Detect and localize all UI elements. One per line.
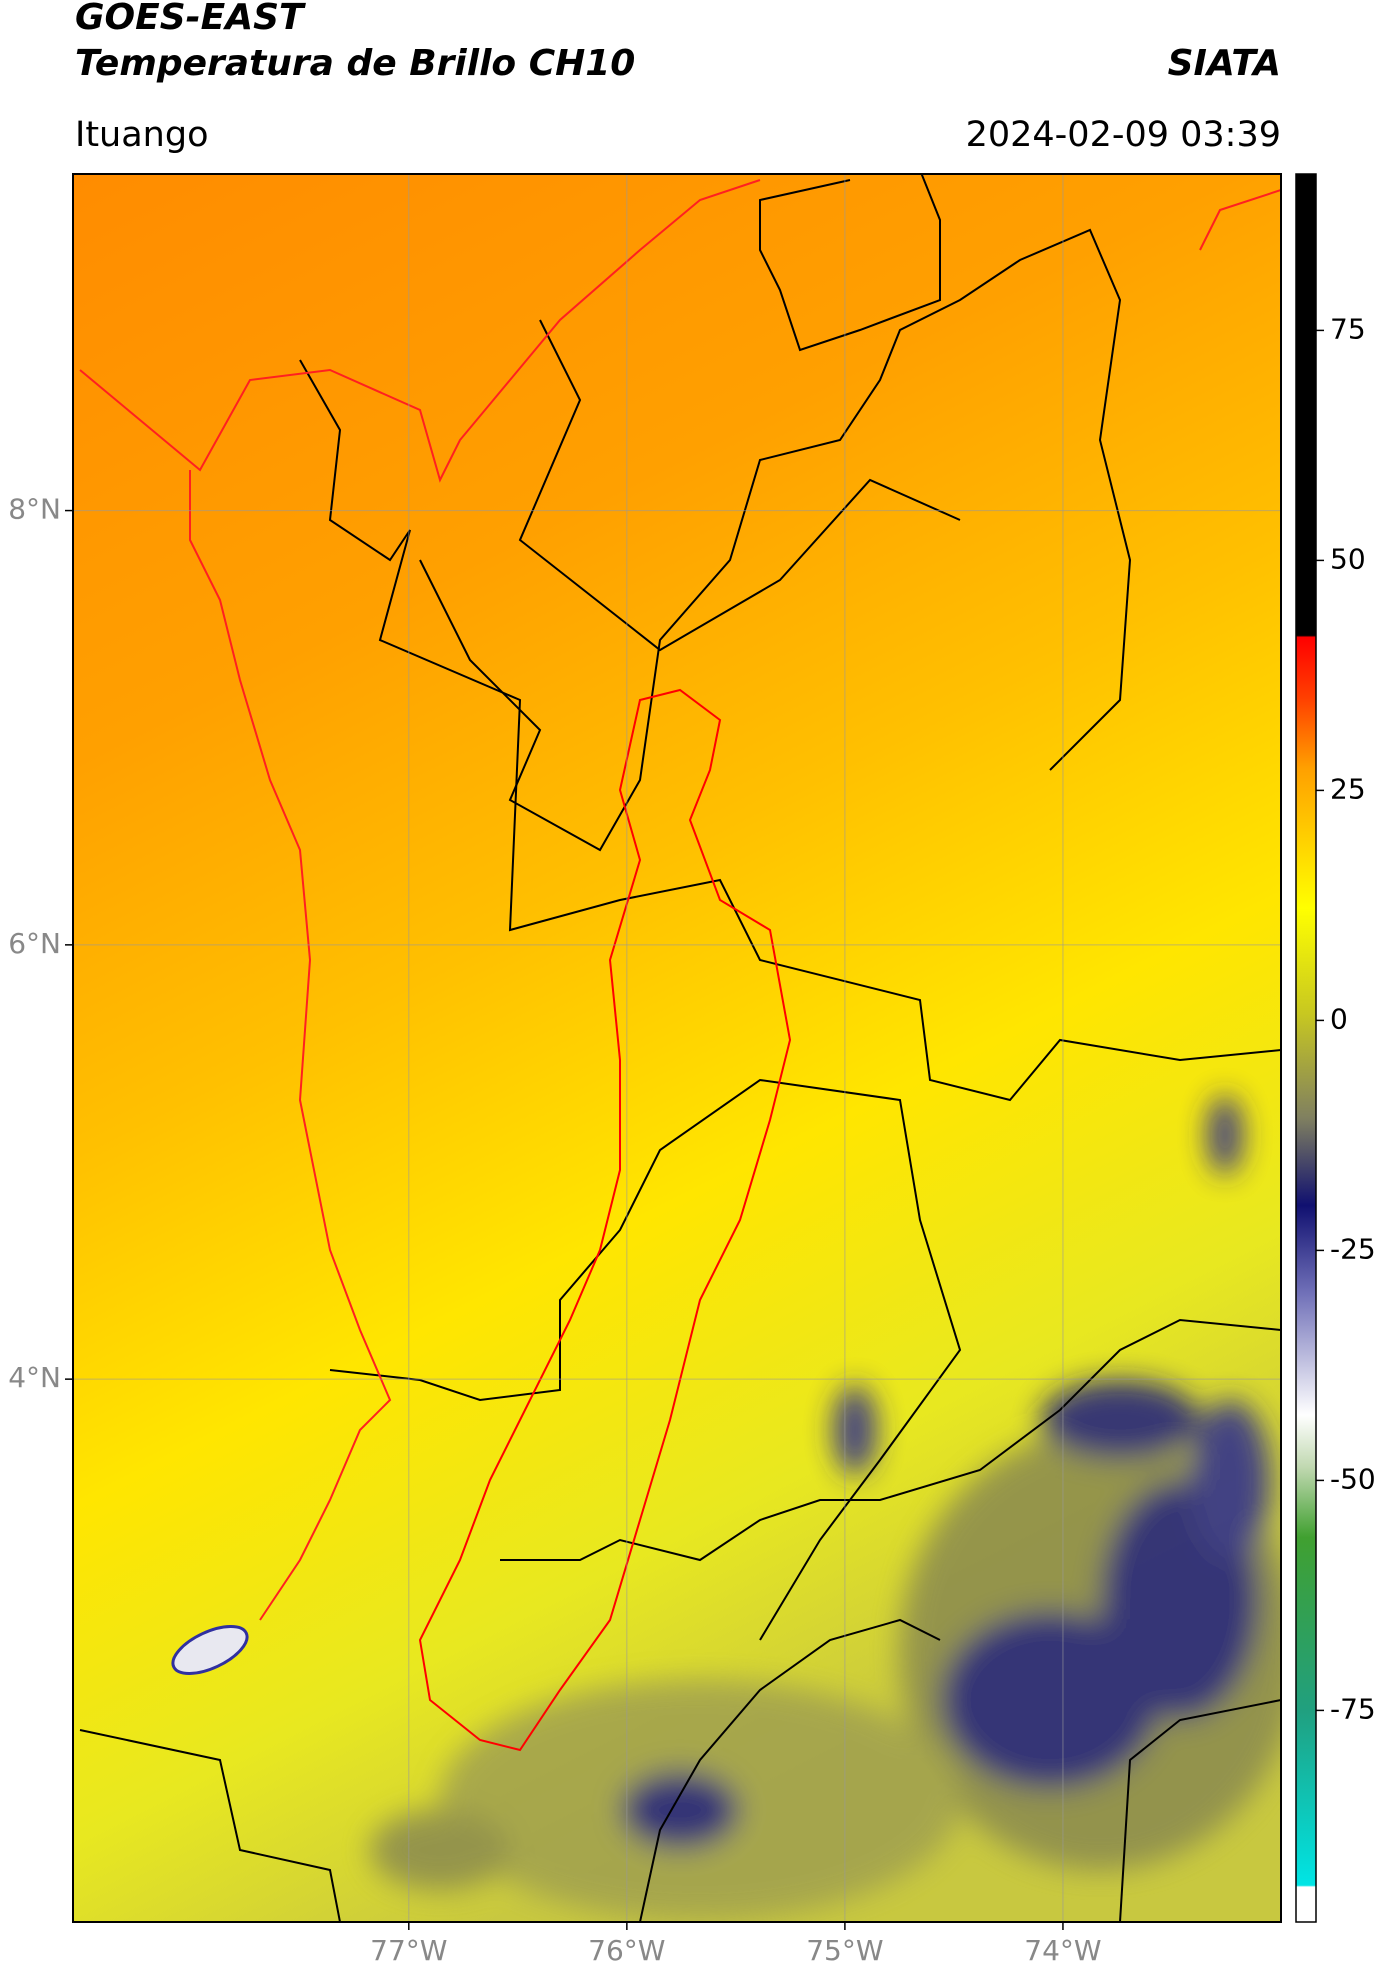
region: Ituango	[75, 115, 209, 155]
x-tick-label: 77°W	[370, 1934, 447, 1967]
colorbar	[1295, 173, 1317, 1923]
y-tick-label: 4°N	[8, 1361, 61, 1394]
colorbar-tick-label: -50	[1330, 1462, 1376, 1495]
x-tick-label: 74°W	[1024, 1934, 1101, 1967]
colorbar-tick-label: -25	[1330, 1232, 1376, 1265]
datetime: 2024-02-09 03:39	[966, 115, 1281, 155]
colorbar-tick-label: -75	[1330, 1692, 1376, 1725]
y-tick-label: 6°N	[8, 927, 61, 960]
subtitle: Temperatura de Brillo CH10	[75, 43, 635, 84]
colorbar-tick-label: 25	[1330, 772, 1366, 805]
source: SIATA	[1168, 43, 1281, 84]
map-frame	[72, 173, 1282, 1923]
x-tick-label: 75°W	[806, 1934, 883, 1967]
map-image	[73, 174, 1281, 1922]
colorbar-tick-label: 50	[1330, 542, 1366, 575]
y-tick-label: 8°N	[8, 493, 61, 526]
colorbar-tick-label: 75	[1330, 312, 1366, 345]
title: GOES-EAST	[75, 0, 306, 38]
x-tick-label: 76°W	[588, 1934, 665, 1967]
colorbar-tick-label: 0	[1330, 1002, 1348, 1035]
